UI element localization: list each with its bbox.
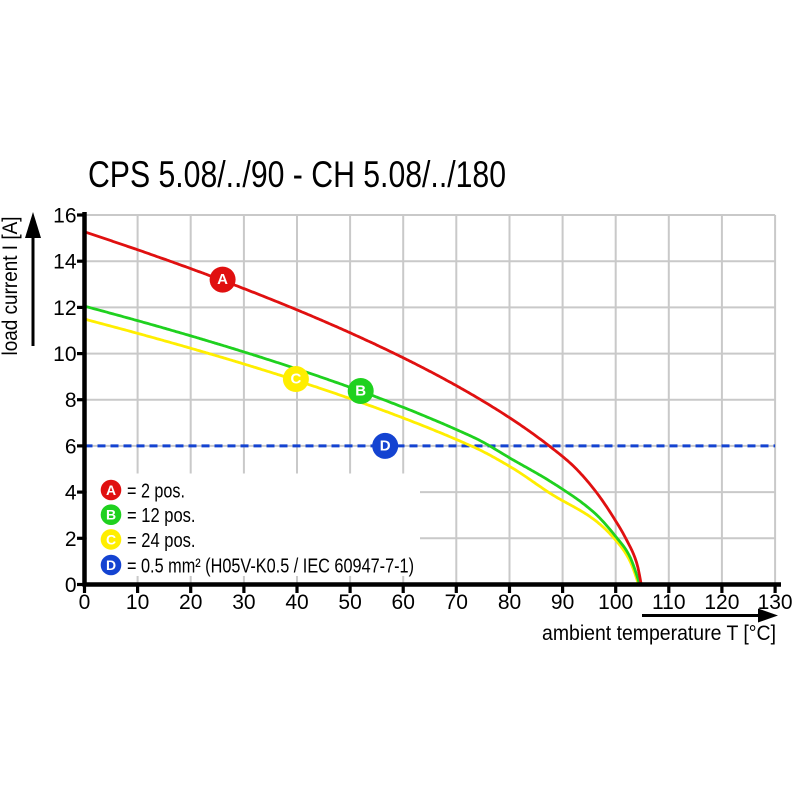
svg-text:C: C <box>106 531 116 547</box>
svg-text:= 0.5 mm² (H05V-K0.5 / IEC 609: = 0.5 mm² (H05V-K0.5 / IEC 60947-7-1) <box>127 556 414 578</box>
svg-text:120: 120 <box>704 591 739 614</box>
svg-text:A: A <box>106 482 116 498</box>
svg-text:= 24 pos.: = 24 pos. <box>127 530 196 552</box>
svg-text:D: D <box>380 437 391 454</box>
svg-text:110: 110 <box>652 591 685 614</box>
svg-text:B: B <box>106 507 116 523</box>
svg-text:CPS 5.08/../90 - CH 5.08/../18: CPS 5.08/../90 - CH 5.08/../180 <box>88 154 506 195</box>
svg-text:16: 16 <box>53 205 76 228</box>
svg-text:B: B <box>355 383 366 400</box>
svg-text:100: 100 <box>598 591 633 614</box>
svg-text:70: 70 <box>445 591 468 614</box>
svg-text:4: 4 <box>65 482 77 505</box>
svg-text:40: 40 <box>285 591 308 614</box>
svg-text:D: D <box>106 557 116 573</box>
svg-text:= 12 pos.: = 12 pos. <box>127 505 196 527</box>
svg-text:60: 60 <box>392 591 415 614</box>
svg-text:50: 50 <box>338 591 361 614</box>
svg-text:C: C <box>290 371 301 388</box>
svg-text:ambient temperature T [°C]: ambient temperature T [°C] <box>542 622 776 645</box>
svg-text:80: 80 <box>498 591 521 614</box>
svg-text:2: 2 <box>65 528 77 551</box>
svg-text:10: 10 <box>53 343 76 366</box>
svg-text:A: A <box>217 271 228 288</box>
svg-text:8: 8 <box>65 389 77 412</box>
svg-text:20: 20 <box>179 591 202 614</box>
svg-text:0: 0 <box>79 591 91 614</box>
svg-text:30: 30 <box>232 591 255 614</box>
svg-text:0: 0 <box>65 574 77 597</box>
svg-text:6: 6 <box>65 435 77 458</box>
svg-text:10: 10 <box>126 591 149 614</box>
svg-text:load current I [A]: load current I [A] <box>0 217 22 356</box>
svg-text:= 2 pos.: = 2 pos. <box>127 481 185 503</box>
svg-text:12: 12 <box>53 297 76 320</box>
svg-text:14: 14 <box>53 251 77 274</box>
svg-text:130: 130 <box>758 591 793 614</box>
svg-text:90: 90 <box>551 591 574 614</box>
